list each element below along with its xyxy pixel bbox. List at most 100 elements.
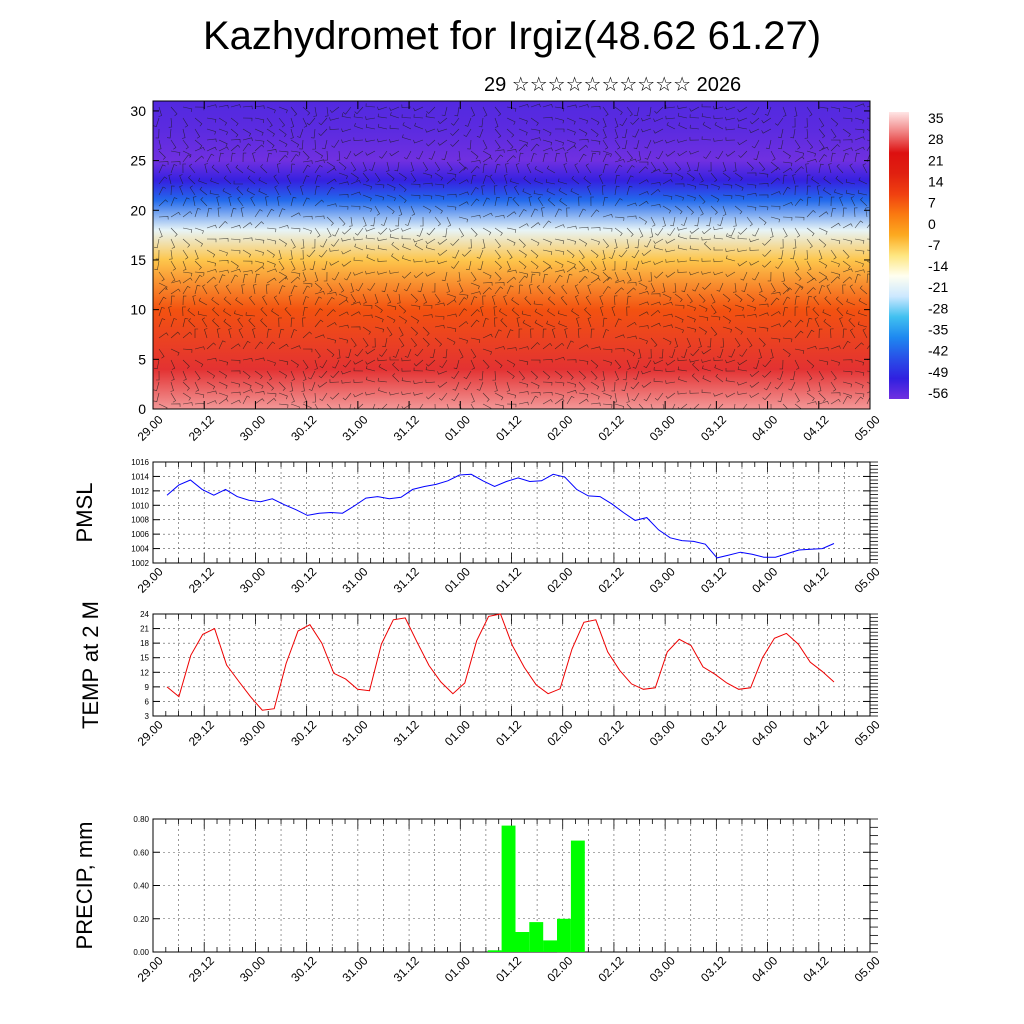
wind-barb — [826, 284, 832, 295]
wind-barb — [518, 401, 529, 406]
wind-barb — [505, 163, 509, 174]
wind-barb — [782, 348, 791, 358]
wind-barb — [170, 161, 181, 165]
wind-barb — [478, 117, 484, 128]
wind-barb — [862, 163, 868, 174]
wind-barb — [278, 285, 286, 295]
wind-barb — [194, 328, 199, 338]
wind-barb — [770, 191, 781, 196]
wind-barb — [318, 370, 328, 379]
wind-barb — [476, 128, 484, 138]
wind-barb — [230, 104, 241, 108]
wind-barb — [182, 211, 193, 218]
wind-barb — [254, 391, 265, 395]
wind-barb — [326, 282, 333, 293]
wind-barb — [746, 183, 757, 189]
x-tick-label: 01.00 — [442, 564, 473, 595]
wind-barb — [689, 257, 700, 262]
colorbar-label: -28 — [928, 300, 948, 316]
wind-barb — [271, 308, 280, 317]
wind-barb — [434, 293, 441, 304]
wind-barb — [470, 291, 481, 295]
wind-barb — [518, 117, 528, 125]
wind-barb — [793, 106, 798, 117]
wind-barb — [266, 359, 276, 366]
wind-barb — [518, 249, 527, 258]
wind-barb — [530, 222, 541, 229]
wind-barb — [456, 150, 461, 161]
wind-barb — [434, 172, 444, 181]
wind-barb — [758, 348, 762, 359]
wind-barb — [614, 403, 625, 409]
wind-barb — [518, 152, 524, 163]
wind-barb — [558, 187, 568, 196]
x-tick-label: 04.00 — [749, 412, 780, 443]
wind-barb — [662, 403, 665, 409]
wind-barb — [225, 163, 232, 174]
wind-barb — [482, 295, 486, 306]
wind-barb — [614, 128, 619, 139]
wind-barb — [794, 198, 804, 207]
wind-barb — [734, 304, 744, 311]
wind-barb — [290, 212, 301, 218]
wind-barb — [812, 307, 820, 317]
wind-barb — [686, 293, 693, 304]
wind-barb — [274, 185, 280, 196]
wind-barb — [458, 348, 464, 359]
wind-barb — [482, 271, 492, 279]
wind-barb — [854, 207, 858, 218]
wind-barb — [233, 180, 244, 185]
wind-barb — [404, 348, 412, 358]
wind-barb — [377, 377, 388, 383]
wind-barb — [314, 334, 325, 339]
wind-barb — [650, 203, 661, 208]
wind-barb — [749, 128, 760, 134]
wind-barb — [236, 186, 244, 196]
wind-barb — [228, 328, 232, 339]
wind-barb — [362, 194, 372, 202]
wind-barb — [590, 139, 601, 145]
wind-barb — [614, 271, 619, 282]
wind-barb — [842, 147, 853, 152]
wind-barb — [290, 139, 300, 148]
wind-barb — [242, 389, 253, 394]
wind-barb — [206, 138, 217, 143]
wind-barb — [698, 183, 709, 189]
wind-barb — [386, 293, 392, 304]
wind-barb — [547, 197, 556, 207]
wind-barb — [554, 370, 563, 380]
wind-barb — [554, 152, 560, 163]
wind-barb — [602, 153, 610, 163]
wind-barb — [725, 248, 736, 252]
wind-barb — [546, 188, 556, 196]
wind-barb — [446, 216, 452, 227]
y-tick-label: 0.60 — [133, 848, 149, 857]
wind-barb — [262, 295, 268, 306]
wind-barb — [470, 198, 480, 207]
wind-barb — [641, 381, 652, 388]
wind-barb — [290, 271, 301, 277]
wind-barb — [602, 392, 612, 400]
wind-barb — [566, 139, 576, 147]
wind-barb — [677, 390, 688, 395]
wind-barb — [725, 106, 736, 111]
wind-barb — [602, 286, 611, 295]
wind-barb — [674, 315, 684, 323]
wind-barb — [379, 150, 388, 159]
wind-barb — [458, 293, 469, 299]
wind-barb — [689, 124, 700, 130]
x-tick-label: 05.00 — [852, 717, 883, 748]
wind-barb — [230, 238, 241, 243]
wind-barb — [698, 172, 704, 183]
wind-barb — [677, 269, 688, 273]
wind-barb — [707, 403, 712, 409]
wind-barb — [578, 117, 588, 124]
wind-barb — [182, 249, 189, 260]
wind-barb — [434, 161, 441, 172]
wind-barb — [492, 370, 496, 381]
wind-barb — [493, 306, 498, 317]
wind-barb — [780, 238, 784, 249]
colorbar-label: -42 — [928, 343, 948, 359]
wind-barb — [512, 196, 520, 207]
wind-barb — [278, 271, 288, 280]
